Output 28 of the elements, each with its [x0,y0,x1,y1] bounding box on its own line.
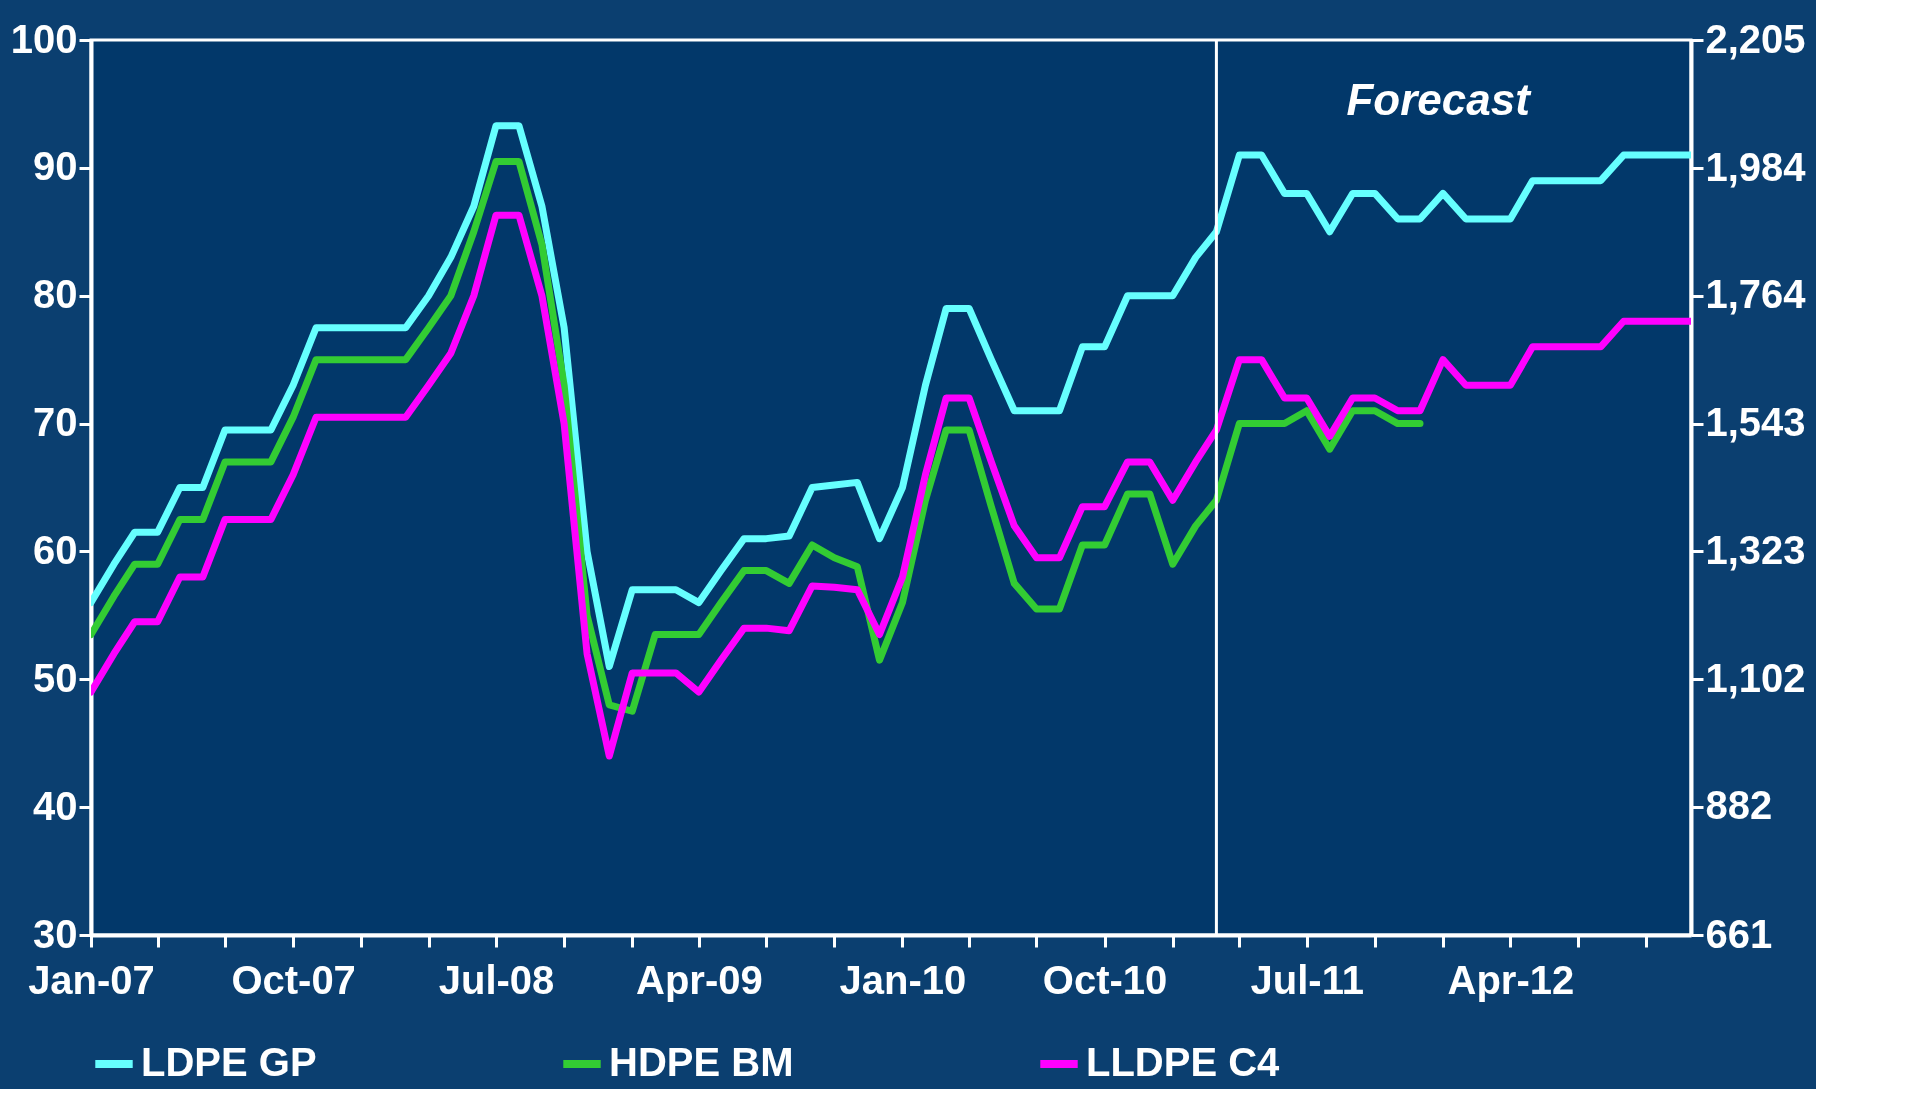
y-tick-label: 70 [33,400,78,445]
x-tick-label: Jan-07 [28,957,155,1002]
x-tick-label: Oct-10 [1042,957,1168,1002]
y2-tick-label: 661 [1705,911,1773,956]
x-tick-label: Oct-07 [231,957,356,1002]
y2-tick-label: 1,764 [1705,272,1807,317]
legend-label: LDPE GP [141,1040,317,1084]
ref-line-label: Forecast [1346,75,1533,124]
y2-tick-label: 1,984 [1705,144,1807,189]
y2-tick-label: 1,323 [1705,527,1806,572]
y-tick-label: 80 [33,272,78,317]
y-tick-label: 40 [33,783,78,828]
x-tick-label: Jul-11 [1250,957,1364,1002]
y2-tick-label: 1,102 [1705,655,1806,700]
x-tick-label: Apr-09 [636,957,763,1002]
x-tick-label: Apr-12 [1447,957,1575,1002]
y-tick-label: 100 [10,16,78,61]
x-tick-label: Jan-10 [839,957,967,1002]
y2-tick-label: 2,205 [1705,16,1806,61]
y2-tick-label: 1,543 [1705,400,1806,445]
y-tick-label: 30 [33,911,78,956]
y2-tick-label: 882 [1705,783,1773,828]
y-tick-label: 60 [33,527,78,572]
y-tick-label: 90 [33,144,78,189]
legend-label: LLDPE C4 [1086,1040,1281,1084]
legend-label: HDPE BM [609,1040,794,1084]
y-tick-label: 50 [33,655,78,700]
x-tick-label: Jul-08 [438,957,555,1002]
